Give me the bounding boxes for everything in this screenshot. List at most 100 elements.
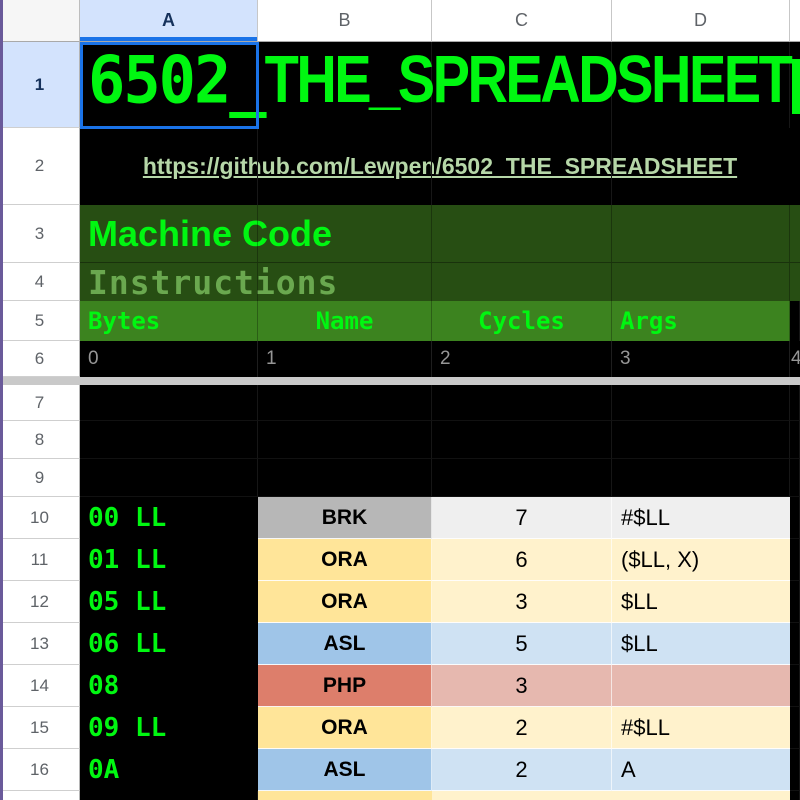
- header-bytes[interactable]: Bytes: [80, 301, 258, 341]
- gridline: [431, 263, 432, 301]
- cell-a8[interactable]: [80, 421, 258, 459]
- cell-name[interactable]: ORA: [258, 707, 432, 749]
- column-header-b[interactable]: B: [258, 0, 432, 42]
- row-header-7[interactable]: 7: [0, 385, 80, 421]
- row-header-15[interactable]: 15: [0, 707, 80, 749]
- cell-e[interactable]: [790, 665, 800, 707]
- cell-c17[interactable]: [432, 791, 612, 800]
- row-header-2[interactable]: 2: [0, 128, 80, 205]
- cell-args[interactable]: A: [612, 749, 790, 791]
- header-args[interactable]: Args: [612, 301, 790, 341]
- cell-bytes[interactable]: 00 LL: [80, 497, 258, 539]
- cell-name[interactable]: BRK: [258, 497, 432, 539]
- row-header-5[interactable]: 5: [0, 301, 80, 341]
- cell-e[interactable]: [790, 581, 800, 623]
- column-header-d[interactable]: D: [612, 0, 790, 42]
- cell-c8[interactable]: [432, 421, 612, 459]
- row-header-17[interactable]: [0, 791, 80, 800]
- cell-args[interactable]: $LL: [612, 623, 790, 665]
- machine-code-band[interactable]: Machine Code: [80, 205, 800, 263]
- row-header-6[interactable]: 6: [0, 341, 80, 377]
- row-header-13[interactable]: 13: [0, 623, 80, 665]
- cell-d9[interactable]: [612, 459, 790, 497]
- cell-name[interactable]: PHP: [258, 665, 432, 707]
- row-2: 2 https://github.com/Lewpen/6502_THE_SPR…: [0, 128, 800, 205]
- column-header-a[interactable]: A: [80, 0, 258, 42]
- cell-cycles[interactable]: 7: [432, 497, 612, 539]
- cell-bytes[interactable]: 01 LL: [80, 539, 258, 581]
- cell-c7[interactable]: [432, 385, 612, 421]
- cell-bytes[interactable]: 05 LL: [80, 581, 258, 623]
- cell-e7[interactable]: [790, 385, 800, 421]
- cell-e8[interactable]: [790, 421, 800, 459]
- title-sans-part: THE_SPREADSHEET: [264, 42, 793, 117]
- cell-a7[interactable]: [80, 385, 258, 421]
- select-all-corner[interactable]: [0, 0, 80, 42]
- cell-args[interactable]: #$LL: [612, 497, 790, 539]
- cell-cycles[interactable]: 3: [432, 665, 612, 707]
- cell-d7[interactable]: [612, 385, 790, 421]
- cell-c9[interactable]: [432, 459, 612, 497]
- cell-a1-title[interactable]: 6502_ THE_SPREADSHEET: [80, 42, 800, 128]
- index-cell-4[interactable]: 4: [790, 341, 800, 377]
- column-header-c[interactable]: C: [432, 0, 612, 42]
- index-cell-2[interactable]: 2: [432, 341, 612, 377]
- cell-b8[interactable]: [258, 421, 432, 459]
- cell-a17[interactable]: [80, 791, 258, 800]
- cell-name[interactable]: ORA: [258, 539, 432, 581]
- cell-e17[interactable]: [790, 791, 800, 800]
- row-header-11[interactable]: 11: [0, 539, 80, 581]
- index-cell-1[interactable]: 1: [258, 341, 432, 377]
- cell-cycles[interactable]: 2: [432, 707, 612, 749]
- row-header-8[interactable]: 8: [0, 421, 80, 459]
- cell-a9[interactable]: [80, 459, 258, 497]
- cell-args[interactable]: ($LL, X): [612, 539, 790, 581]
- cell-e[interactable]: [790, 539, 800, 581]
- cell-cycles[interactable]: 6: [432, 539, 612, 581]
- header-cycles[interactable]: Cycles: [432, 301, 612, 341]
- row-header-12[interactable]: 12: [0, 581, 80, 623]
- cell-d17[interactable]: [612, 791, 790, 800]
- cell-e[interactable]: [790, 749, 800, 791]
- cell-e[interactable]: [790, 497, 800, 539]
- cell-name[interactable]: ASL: [258, 623, 432, 665]
- cell-args[interactable]: $LL: [612, 581, 790, 623]
- cell-bytes[interactable]: 08: [80, 665, 258, 707]
- header-name[interactable]: Name: [258, 301, 432, 341]
- cell-b17[interactable]: [258, 791, 432, 800]
- cell-name[interactable]: ORA: [258, 581, 432, 623]
- instructions-band[interactable]: Instructions: [80, 263, 800, 301]
- cell-args[interactable]: #$LL: [612, 707, 790, 749]
- cell-b9[interactable]: [258, 459, 432, 497]
- row-header-3[interactable]: 3: [0, 205, 80, 263]
- row-header-10[interactable]: 10: [0, 497, 80, 539]
- cell-e9[interactable]: [790, 459, 800, 497]
- row-header-14[interactable]: 14: [0, 665, 80, 707]
- cell-args[interactable]: [612, 665, 790, 707]
- index-cell-3[interactable]: 3: [612, 341, 790, 377]
- frozen-rows-divider[interactable]: [0, 377, 800, 385]
- github-link[interactable]: https://github.com/Lewpen/6502_THE_SPREA…: [142, 153, 738, 179]
- cell-d8[interactable]: [612, 421, 790, 459]
- row-header-9[interactable]: 9: [0, 459, 80, 497]
- cell-bytes[interactable]: 06 LL: [80, 623, 258, 665]
- gridline: [789, 205, 790, 262]
- cell-name[interactable]: ASL: [258, 749, 432, 791]
- cell-e5[interactable]: [790, 301, 800, 341]
- row-header-16[interactable]: 16: [0, 749, 80, 791]
- column-header-e-sliver[interactable]: [790, 0, 800, 42]
- cell-e[interactable]: [790, 623, 800, 665]
- cell-bytes[interactable]: 09 LL: [80, 707, 258, 749]
- row-header-1[interactable]: 1: [0, 42, 80, 128]
- cell-cycles[interactable]: 2: [432, 749, 612, 791]
- row-header-4[interactable]: 4: [0, 263, 80, 301]
- cell-e[interactable]: [790, 707, 800, 749]
- cell-cycles[interactable]: 5: [432, 623, 612, 665]
- index-cell-0[interactable]: 0: [80, 341, 258, 377]
- cell-bytes[interactable]: 0A: [80, 749, 258, 791]
- row-17-partial: [0, 791, 800, 800]
- window-left-edge: [0, 0, 3, 800]
- cell-b7[interactable]: [258, 385, 432, 421]
- row-6: 6 0 1 2 3 4: [0, 341, 800, 377]
- cell-cycles[interactable]: 3: [432, 581, 612, 623]
